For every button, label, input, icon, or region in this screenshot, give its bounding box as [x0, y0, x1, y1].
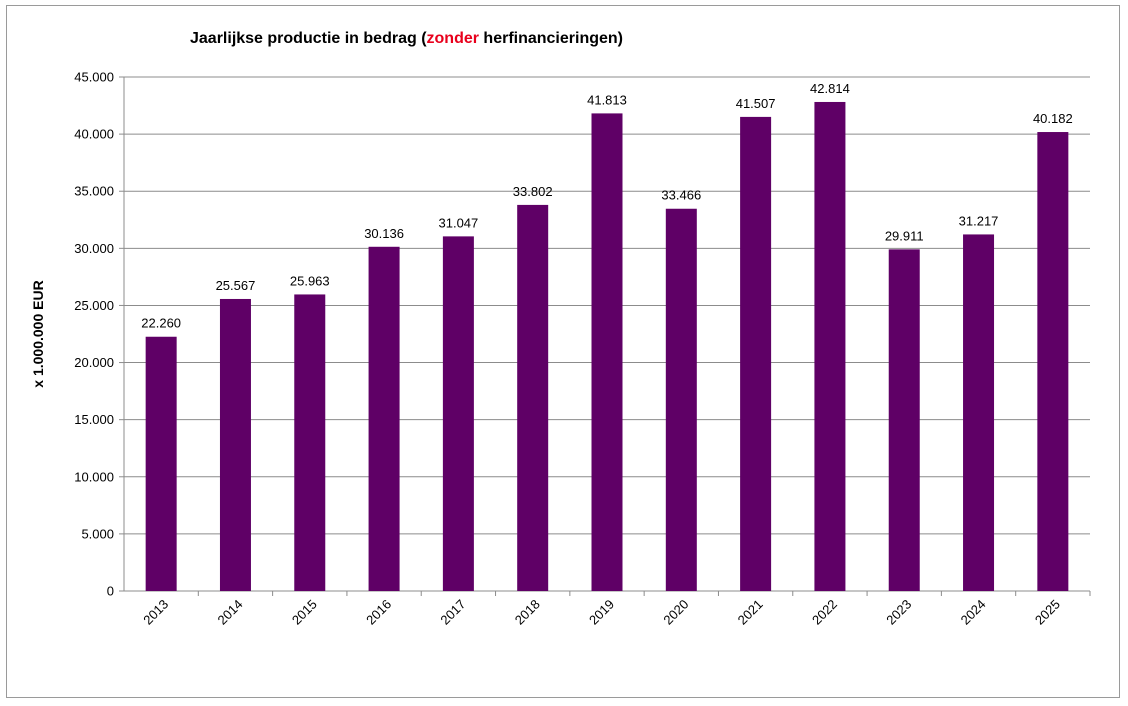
y-tick-label: 15.000 — [74, 412, 114, 427]
y-tick-label: 45.000 — [74, 70, 114, 85]
bar — [145, 336, 177, 591]
data-label: 33.802 — [513, 184, 553, 199]
bar — [294, 294, 326, 591]
x-tick-label: 2017 — [437, 597, 468, 628]
y-tick-label: 20.000 — [74, 355, 114, 370]
bar — [665, 208, 697, 592]
x-tick-label: 2018 — [512, 597, 543, 628]
x-tick-label: 2015 — [289, 597, 320, 628]
x-tick-label: 2013 — [140, 597, 171, 628]
y-tick-label: 30.000 — [74, 241, 114, 256]
chart-title: Jaarlijkse productie in bedrag (zonder h… — [190, 30, 623, 48]
y-tick-label: 40.000 — [74, 127, 114, 142]
x-tick-label: 2023 — [883, 597, 914, 628]
bar — [591, 113, 623, 591]
bar — [442, 236, 474, 591]
title-part-1: Jaarlijkse productie in bedrag ( — [190, 30, 427, 47]
data-label: 40.182 — [1033, 111, 1073, 126]
bar — [1037, 132, 1069, 591]
x-tick-label: 2024 — [958, 597, 989, 628]
x-tick-label: 2016 — [363, 597, 394, 628]
data-label: 25.567 — [216, 278, 256, 293]
x-tick-label: 2020 — [660, 597, 691, 628]
bar — [517, 204, 549, 591]
chart-frame — [6, 5, 1120, 698]
bar — [219, 298, 251, 591]
data-label: 31.217 — [959, 213, 999, 228]
x-tick-label: 2021 — [735, 597, 766, 628]
x-tick-label: 2014 — [215, 597, 246, 628]
title-part-3: herfinancieringen) — [478, 30, 623, 47]
data-label: 33.466 — [661, 188, 701, 203]
data-label: 25.963 — [290, 273, 330, 288]
data-label: 30.136 — [364, 226, 404, 241]
y-tick-label: 35.000 — [74, 184, 114, 199]
data-label: 22.260 — [141, 316, 181, 331]
bar — [814, 101, 846, 591]
title-highlight: zonder — [426, 30, 479, 47]
x-tick-label: 2022 — [809, 597, 840, 628]
y-axis-label: x 1.000.000 EUR — [30, 280, 46, 387]
bar — [368, 246, 400, 591]
y-tick-label: 10.000 — [74, 469, 114, 484]
bar — [963, 234, 995, 591]
data-label: 42.814 — [810, 81, 850, 96]
data-label: 41.813 — [587, 92, 627, 107]
bar — [888, 249, 920, 591]
y-tick-label: 25.000 — [74, 298, 114, 313]
bar — [740, 116, 772, 591]
data-label: 29.911 — [885, 228, 924, 243]
data-label: 31.047 — [439, 215, 479, 230]
y-tick-label: 0 — [107, 584, 114, 599]
data-label: 41.507 — [736, 96, 776, 111]
y-tick-label: 5.000 — [81, 526, 114, 541]
x-tick-label: 2019 — [586, 597, 617, 628]
x-tick-label: 2025 — [1032, 597, 1063, 628]
